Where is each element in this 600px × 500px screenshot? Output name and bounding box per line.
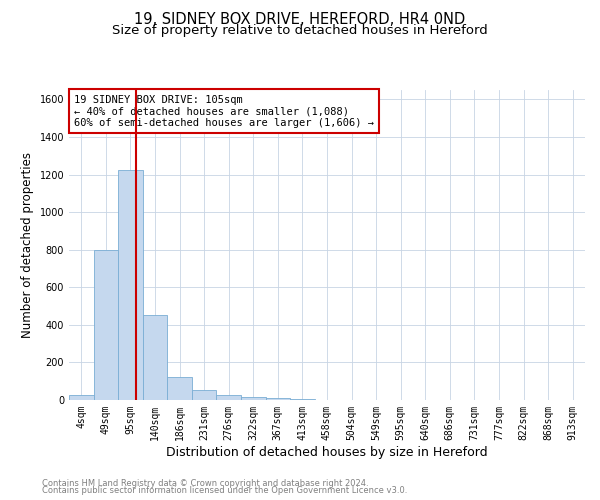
Bar xyxy=(290,399,315,400)
Bar xyxy=(143,316,167,400)
Bar xyxy=(192,390,217,400)
Bar xyxy=(94,250,118,400)
Y-axis label: Number of detached properties: Number of detached properties xyxy=(21,152,34,338)
Text: 19, SIDNEY BOX DRIVE, HEREFORD, HR4 0ND: 19, SIDNEY BOX DRIVE, HEREFORD, HR4 0ND xyxy=(134,12,466,28)
Bar xyxy=(217,396,241,400)
Bar xyxy=(69,396,94,400)
Bar xyxy=(118,170,143,400)
Bar xyxy=(167,378,192,400)
Text: Contains public sector information licensed under the Open Government Licence v3: Contains public sector information licen… xyxy=(42,486,407,495)
Bar xyxy=(266,398,290,400)
Bar xyxy=(241,396,266,400)
X-axis label: Distribution of detached houses by size in Hereford: Distribution of detached houses by size … xyxy=(166,446,488,458)
Text: Size of property relative to detached houses in Hereford: Size of property relative to detached ho… xyxy=(112,24,488,37)
Text: Contains HM Land Registry data © Crown copyright and database right 2024.: Contains HM Land Registry data © Crown c… xyxy=(42,478,368,488)
Text: 19 SIDNEY BOX DRIVE: 105sqm
← 40% of detached houses are smaller (1,088)
60% of : 19 SIDNEY BOX DRIVE: 105sqm ← 40% of det… xyxy=(74,94,374,128)
